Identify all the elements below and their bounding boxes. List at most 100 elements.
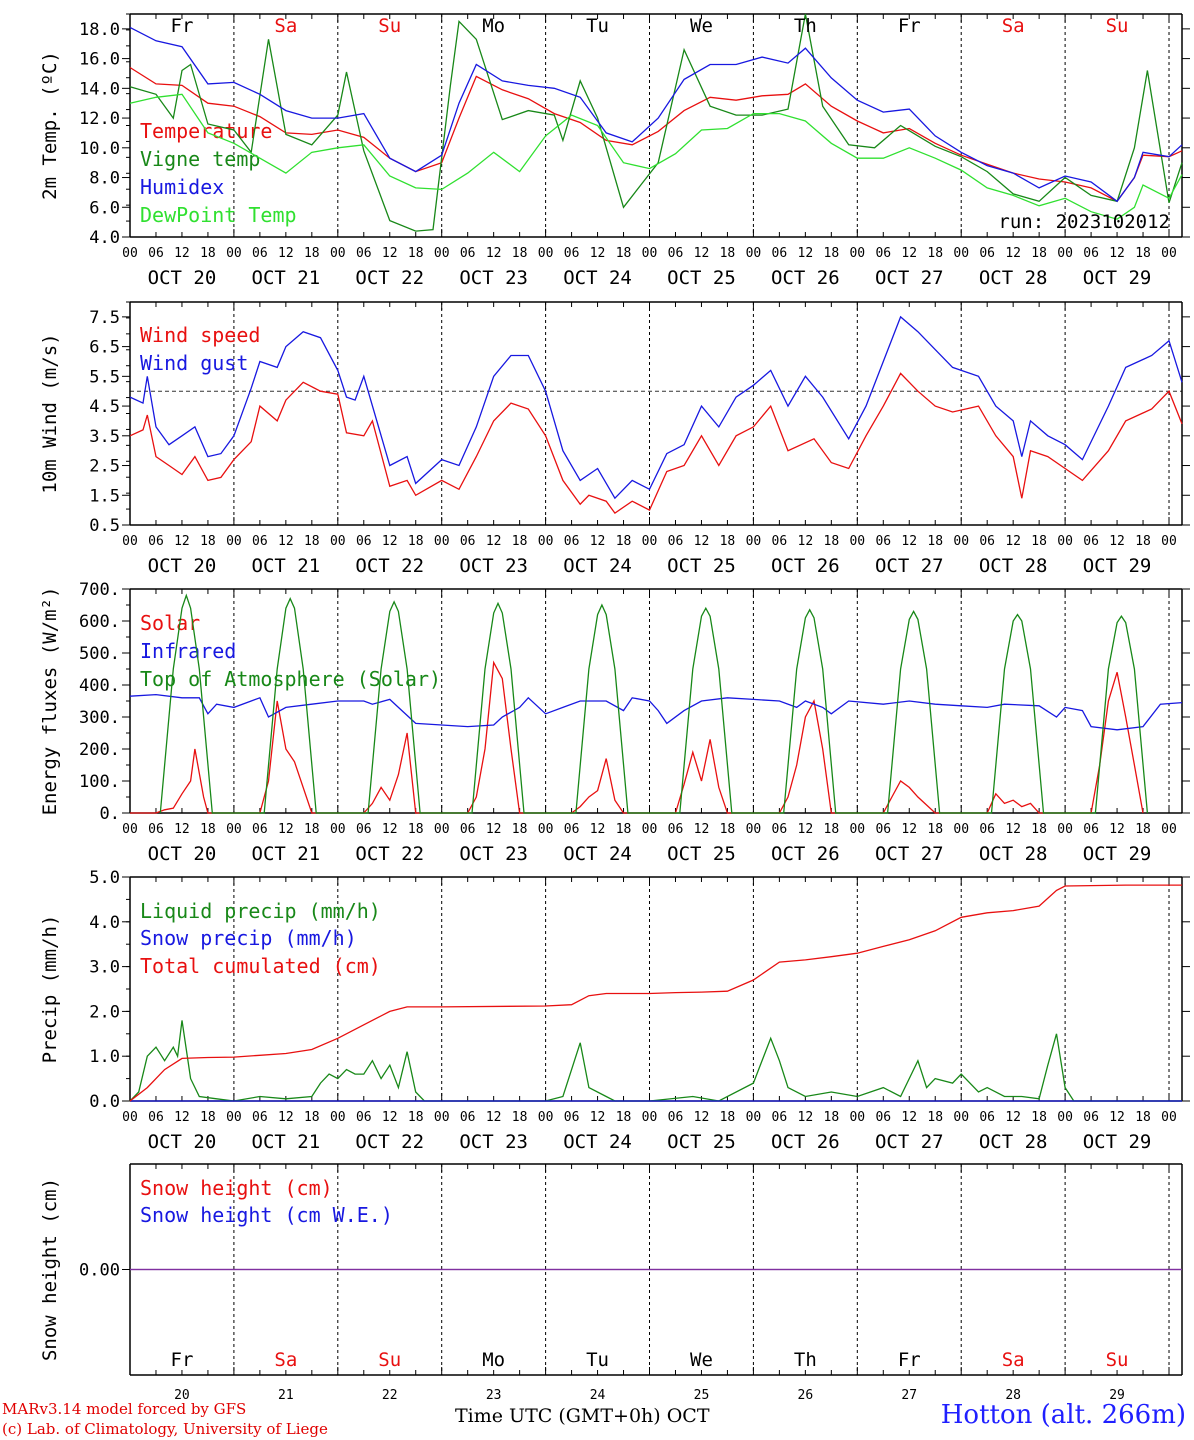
legend-entry: Wind gust [140, 351, 248, 375]
date-label: OCT 22 [355, 555, 424, 577]
y-tick-label: 0.0 [89, 1092, 120, 1112]
date-label: OCT 22 [355, 1131, 424, 1153]
hour-tick-label: 18 [616, 1110, 632, 1125]
day-number: 20 [174, 1388, 190, 1403]
hour-tick-label: 00 [953, 822, 969, 837]
date-label: OCT 20 [148, 843, 217, 865]
hour-tick-label: 18 [824, 822, 840, 837]
hour-tick-label: 00 [642, 246, 658, 261]
weekday-label: Fr [171, 15, 194, 37]
legend-entry: Vigne temp [140, 147, 260, 171]
hour-tick-label: 00 [849, 246, 865, 261]
series-line [130, 660, 1144, 814]
hour-tick-label: 12 [486, 534, 502, 549]
date-label: OCT 28 [979, 1131, 1048, 1153]
hour-tick-label: 12 [590, 534, 606, 549]
y-tick-label: 5.0 [89, 868, 120, 888]
date-label: OCT 23 [459, 555, 528, 577]
hour-tick-label: 00 [1161, 246, 1177, 261]
legend-entry: Total cumulated (cm) [140, 954, 381, 978]
hour-tick-label: 12 [486, 822, 502, 837]
hour-tick-label: 00 [538, 1110, 554, 1125]
hour-tick-label: 12 [1005, 1110, 1021, 1125]
hour-tick-label: 18 [1031, 246, 1047, 261]
date-label: OCT 21 [252, 843, 321, 865]
hour-tick-label: 12 [1109, 1110, 1125, 1125]
hour-tick-label: 18 [927, 246, 943, 261]
hour-tick-label: 06 [252, 246, 268, 261]
hour-tick-label: 00 [953, 534, 969, 549]
hour-tick-label: 06 [564, 1110, 580, 1125]
hour-tick-label: 06 [460, 534, 476, 549]
hour-tick-label: 06 [979, 1110, 995, 1125]
hour-tick-label: 00 [1161, 1110, 1177, 1125]
hour-tick-label: 00 [849, 822, 865, 837]
date-label: OCT 29 [1083, 1131, 1152, 1153]
date-label: OCT 28 [979, 555, 1048, 577]
date-label: OCT 26 [771, 843, 840, 865]
hour-tick-label: 00 [1057, 246, 1073, 261]
series-line [129, 884, 1182, 1102]
date-label: OCT 23 [459, 843, 528, 865]
hour-tick-label: 12 [694, 822, 710, 837]
hour-tick-label: 06 [1083, 822, 1099, 837]
y-tick-label: 100. [79, 772, 120, 792]
hour-tick-label: 06 [148, 822, 164, 837]
hour-tick-label: 00 [330, 1110, 346, 1125]
hour-tick-label: 18 [927, 534, 943, 549]
legend-entry: DewPoint Temp [140, 203, 297, 227]
hour-tick-label: 06 [668, 1110, 684, 1125]
hour-tick-label: 18 [824, 1110, 840, 1125]
y-tick-label: 4.5 [89, 397, 120, 417]
weekday-label-bottom: Th [794, 1349, 817, 1371]
date-label: OCT 23 [459, 267, 528, 289]
day-number: 24 [590, 1388, 606, 1403]
y-tick-label: 600. [79, 612, 120, 632]
date-label: OCT 25 [667, 555, 736, 577]
hour-tick-label: 12 [382, 246, 398, 261]
hour-tick-label: 00 [1161, 822, 1177, 837]
hour-tick-label: 12 [174, 534, 190, 549]
date-label: OCT 21 [252, 1131, 321, 1153]
hour-tick-label: 12 [901, 822, 917, 837]
hour-tick-label: 18 [616, 246, 632, 261]
hour-tick-label: 18 [720, 1110, 736, 1125]
hour-tick-label: 12 [590, 1110, 606, 1125]
y-tick-label: 16.0 [79, 50, 120, 70]
series-line [129, 13, 1183, 232]
series-line [129, 93, 1183, 220]
date-label: OCT 21 [252, 267, 321, 289]
date-label: OCT 23 [459, 1131, 528, 1153]
date-label: OCT 24 [563, 267, 632, 289]
hour-tick-label: 00 [330, 246, 346, 261]
hour-tick-label: 12 [590, 822, 606, 837]
y-tick-label: 7.5 [89, 308, 120, 328]
hour-tick-label: 00 [1057, 534, 1073, 549]
hour-tick-label: 06 [356, 534, 372, 549]
y-tick-label: 10.0 [79, 139, 120, 159]
hour-tick-label: 06 [148, 1110, 164, 1125]
hour-tick-label: 18 [720, 822, 736, 837]
hour-tick-label: 00 [538, 534, 554, 549]
hour-tick-label: 00 [122, 1110, 138, 1125]
hour-tick-label: 00 [849, 534, 865, 549]
hour-tick-label: 06 [564, 822, 580, 837]
weekday-label-bottom: Su [378, 1349, 401, 1371]
day-number: 26 [798, 1388, 814, 1403]
hour-tick-label: 00 [538, 822, 554, 837]
hour-tick-label: 12 [590, 246, 606, 261]
hour-tick-label: 06 [668, 246, 684, 261]
hour-tick-label: 06 [875, 246, 891, 261]
station-name: Hotton (alt. 266m) [940, 1400, 1186, 1430]
y-axis-title: Snow height (cm) [39, 1178, 61, 1361]
hour-tick-label: 18 [200, 1110, 216, 1125]
day-number: 21 [278, 1388, 294, 1403]
weekday-label-bottom: Fr [898, 1349, 921, 1371]
hour-tick-label: 00 [642, 822, 658, 837]
day-number: 25 [694, 1388, 710, 1403]
y-tick-label: 700. [79, 580, 120, 600]
date-label: OCT 20 [148, 1131, 217, 1153]
date-label: OCT 20 [148, 267, 217, 289]
weekday-label-bottom: Su [1106, 1349, 1129, 1371]
